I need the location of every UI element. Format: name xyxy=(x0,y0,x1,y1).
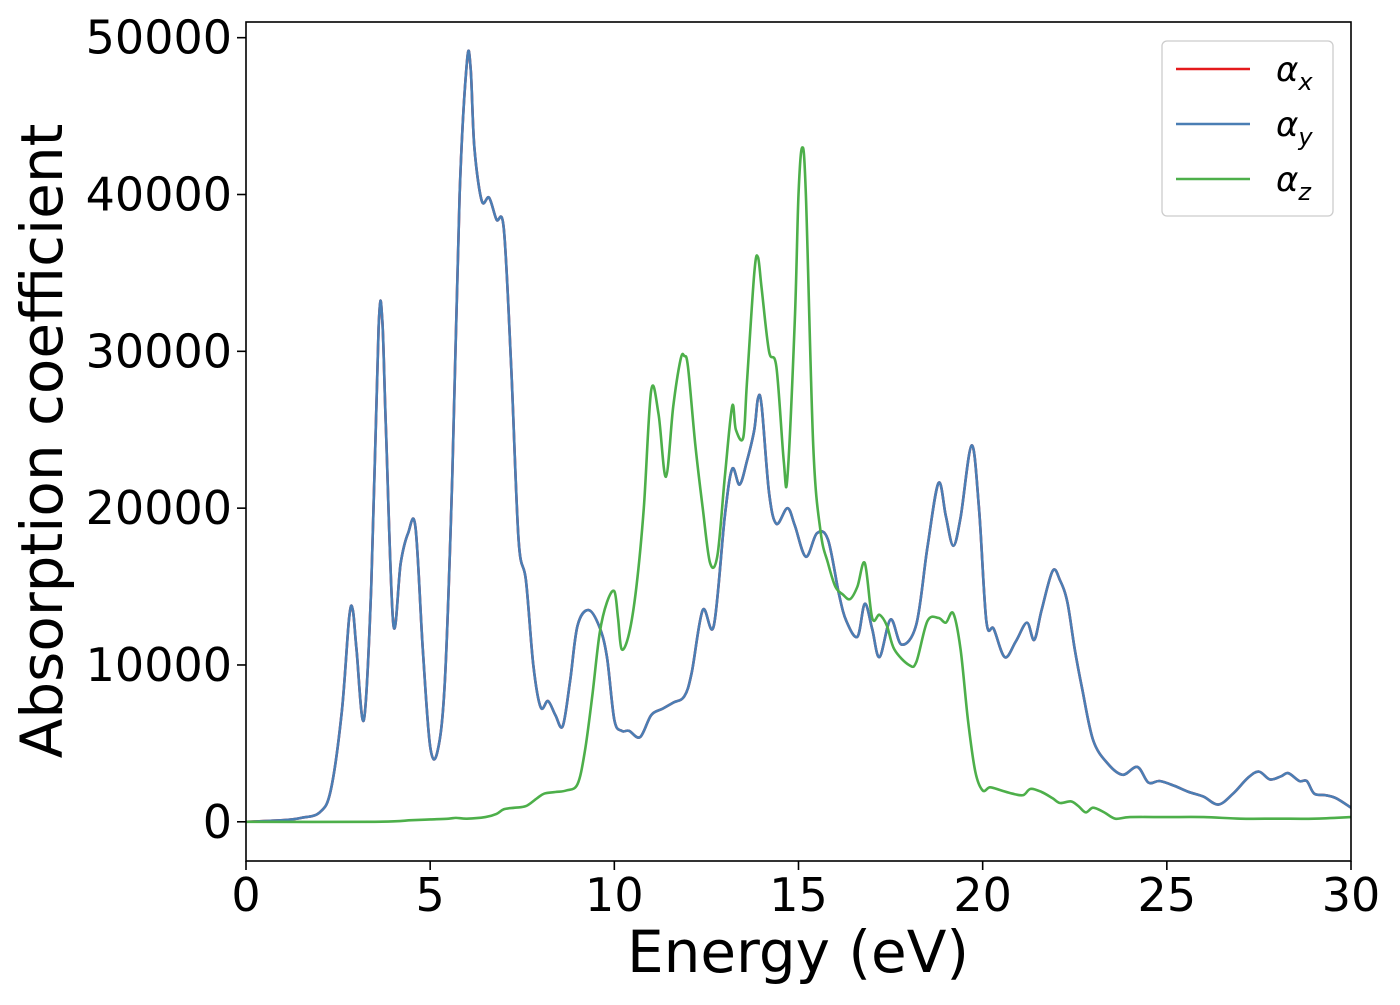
x-tick-label: 30 xyxy=(1322,868,1381,922)
legend-box xyxy=(1161,40,1334,217)
y-axis-title: Absorption coefficient xyxy=(8,124,76,759)
x-tick-label: 20 xyxy=(953,868,1012,922)
y-tick-label: 40000 xyxy=(86,168,232,222)
x-axis-title: Energy (eV) xyxy=(627,918,969,986)
series-line-y xyxy=(246,49,1351,824)
y-tick-label: 30000 xyxy=(86,324,232,378)
plot-lines xyxy=(246,49,1351,824)
legend-label-x: αx xyxy=(1276,50,1313,96)
y-tick-label: 20000 xyxy=(86,481,232,535)
legend-label-y: αy xyxy=(1276,105,1313,151)
x-tick-label: 25 xyxy=(1138,868,1197,922)
y-tick-label: 50000 xyxy=(86,11,232,65)
legend-label-z: αz xyxy=(1276,160,1312,206)
x-tick-label: 15 xyxy=(769,868,828,922)
x-tick-label: 5 xyxy=(416,868,445,922)
x-tick-label: 10 xyxy=(585,868,644,922)
legend: αx αy αz xyxy=(1161,40,1334,217)
x-tick-label: 0 xyxy=(231,868,260,922)
x-axis: 0 5 10 15 20 25 30 xyxy=(231,861,1380,922)
y-axis: 0 10000 20000 30000 40000 50000 xyxy=(86,11,246,849)
y-tick-label: 0 xyxy=(203,795,232,849)
series-line-z xyxy=(246,146,1351,824)
y-tick-label: 10000 xyxy=(86,638,232,692)
